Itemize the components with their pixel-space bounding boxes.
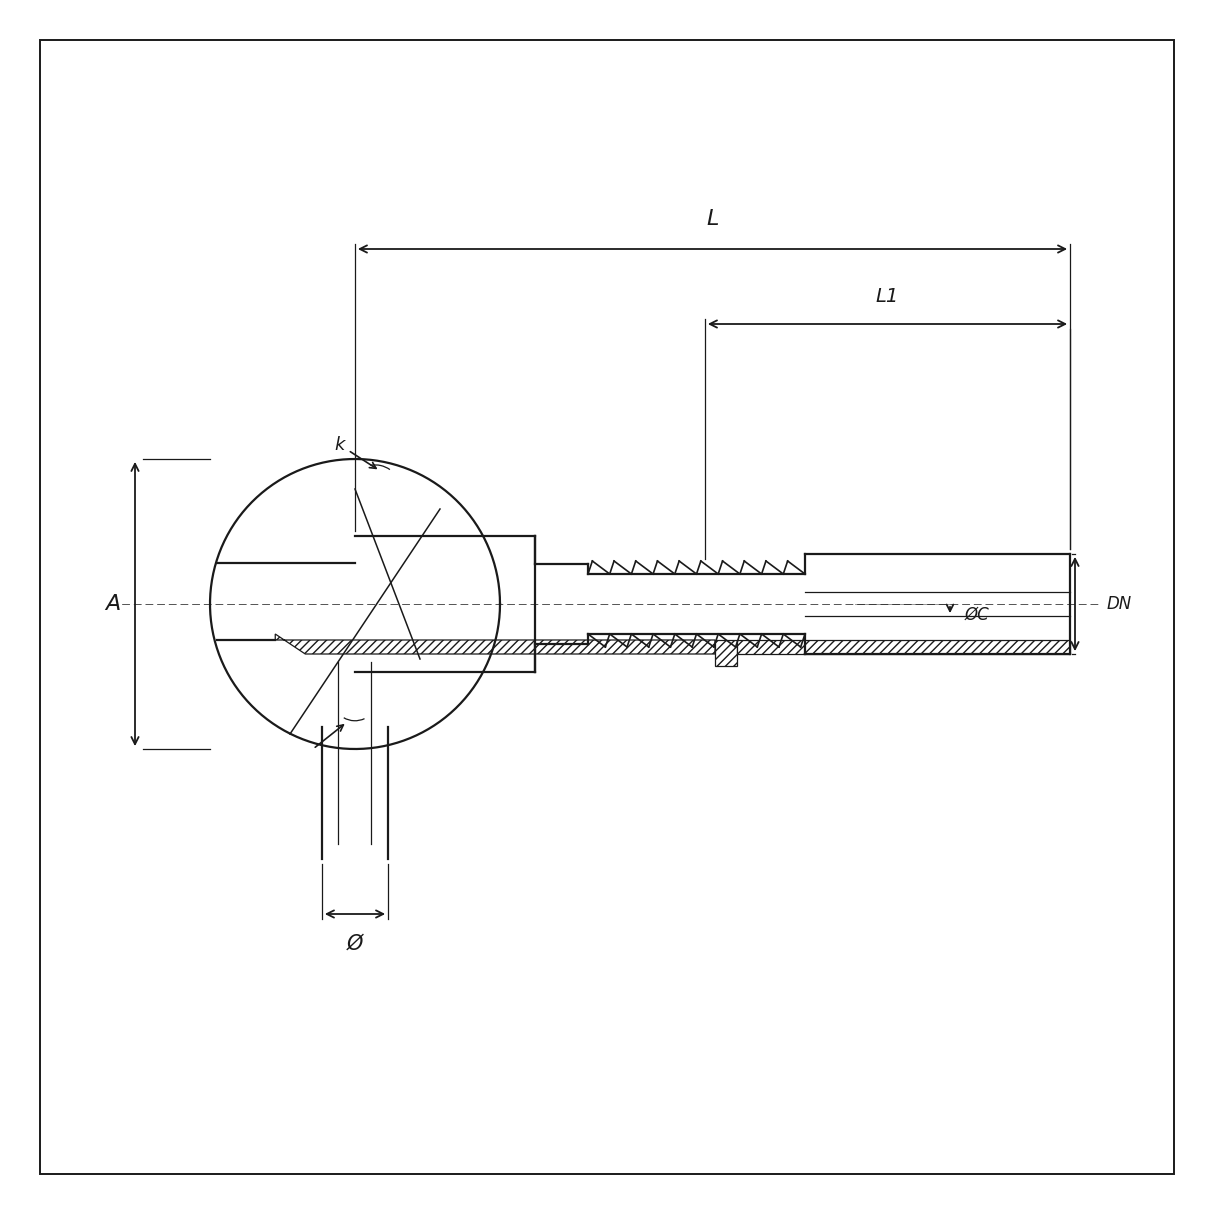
Text: L: L: [707, 209, 719, 229]
Text: ØC: ØC: [965, 606, 989, 624]
Text: L1: L1: [875, 287, 900, 306]
Text: A: A: [106, 594, 120, 614]
Text: k: k: [335, 436, 376, 469]
Text: Ø: Ø: [347, 934, 363, 954]
Polygon shape: [737, 640, 1070, 654]
Text: DN: DN: [1107, 595, 1133, 613]
Polygon shape: [276, 634, 715, 654]
Polygon shape: [715, 640, 737, 666]
